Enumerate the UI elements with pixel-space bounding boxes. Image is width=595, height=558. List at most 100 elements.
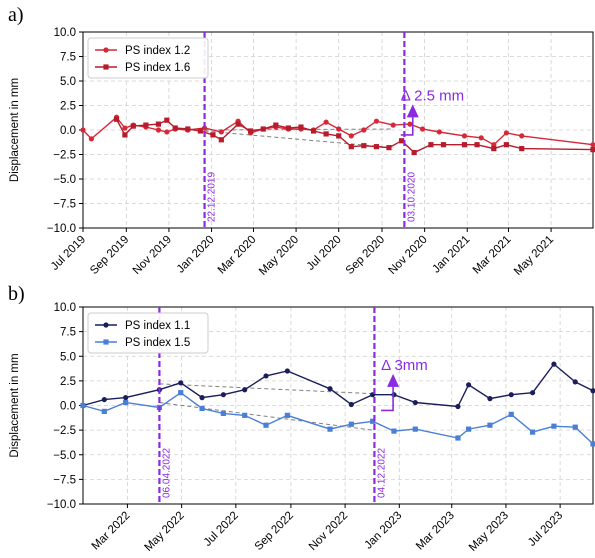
data-point <box>242 387 248 393</box>
data-point <box>361 143 367 149</box>
data-point <box>220 410 226 416</box>
data-point <box>285 125 291 131</box>
y-tick-label: 10.0 <box>54 27 76 39</box>
data-point <box>172 125 178 131</box>
data-point <box>201 125 208 131</box>
legend-marker <box>103 64 109 70</box>
data-point <box>323 131 329 137</box>
data-point <box>327 426 333 432</box>
data-point <box>474 142 480 148</box>
trend-line <box>159 402 373 431</box>
data-point <box>572 424 578 430</box>
x-tick-label: Jul 2023 <box>526 510 565 549</box>
y-tick-label: 5.0 <box>60 351 76 363</box>
legend-label: PS index 1.1 <box>125 320 190 332</box>
data-point <box>590 388 595 394</box>
legend-label: PS index 1.5 <box>125 337 190 349</box>
x-tick-label: Jan 2023 <box>362 510 404 552</box>
data-point <box>113 116 120 122</box>
data-point <box>260 126 266 132</box>
data-point <box>391 428 397 434</box>
data-point <box>155 121 162 127</box>
data-point <box>336 126 342 132</box>
data-point <box>130 123 136 129</box>
y-tick-label: −5.0 <box>53 174 76 186</box>
data-point <box>199 405 205 412</box>
y-tick-label: 0.0 <box>60 125 76 137</box>
data-point <box>323 119 329 125</box>
data-point <box>348 133 354 139</box>
data-point <box>178 390 184 396</box>
series-line-1 <box>82 116 594 146</box>
data-point <box>466 382 472 388</box>
delta-arrow-shaft <box>400 116 414 136</box>
delta-arrow-head <box>387 373 400 387</box>
data-point <box>373 118 380 124</box>
y-tick-label: −2.5 <box>53 425 76 437</box>
data-point <box>590 441 595 447</box>
delta-arrow-shaft <box>381 385 394 412</box>
data-point <box>348 144 354 150</box>
legend-label: PS index 1.2 <box>125 45 190 57</box>
data-point <box>248 128 254 134</box>
data-point <box>155 127 162 133</box>
data-point <box>487 396 493 402</box>
data-point <box>220 392 226 398</box>
data-point <box>123 395 129 401</box>
data-point <box>210 132 216 138</box>
event-date-label: 06.04.2022 <box>161 448 172 498</box>
event-date-label: 22.12.2019 <box>207 172 218 222</box>
y-tick-label: −5.0 <box>53 450 76 462</box>
data-point <box>529 429 536 435</box>
data-point <box>412 426 418 432</box>
data-point <box>436 129 442 135</box>
data-point <box>487 422 493 428</box>
x-tick-label: Jan 2020 <box>175 234 217 276</box>
event-date-label: 03.10.2020 <box>406 172 417 222</box>
legend-marker <box>103 47 109 53</box>
x-tick-label: Nov 2019 <box>131 234 174 277</box>
data-point <box>336 133 342 139</box>
y-tick-label: 2.5 <box>60 376 76 388</box>
data-point <box>164 117 170 123</box>
data-point <box>101 408 107 415</box>
x-tick-label: Jul 2022 <box>202 510 241 549</box>
data-point <box>590 147 595 153</box>
x-tick-label: Sep 2019 <box>88 234 131 277</box>
data-point <box>263 373 269 379</box>
x-tick-label: Mar 2021 <box>471 234 514 277</box>
data-point <box>218 129 224 135</box>
data-point <box>361 127 367 133</box>
data-point <box>122 125 128 131</box>
legend-label: PS index 1.6 <box>125 62 190 74</box>
data-point <box>242 412 248 418</box>
data-point <box>503 142 509 148</box>
data-point <box>398 138 405 144</box>
data-point <box>519 133 525 139</box>
y-tick-label: −10.0 <box>47 223 76 235</box>
y-axis-label: Displacement in mm <box>9 78 21 182</box>
data-point <box>551 423 557 429</box>
legend-marker <box>103 339 109 345</box>
data-point <box>178 380 184 386</box>
data-point <box>310 128 317 134</box>
data-point <box>466 426 472 432</box>
y-tick-label: −7.5 <box>53 199 76 211</box>
x-tick-label: Mar 2020 <box>216 234 259 277</box>
data-point <box>327 386 333 392</box>
y-tick-label: −2.5 <box>53 150 76 162</box>
data-point <box>491 142 497 148</box>
data-point <box>478 135 484 141</box>
data-point <box>101 396 107 403</box>
x-tick-label: May 2020 <box>257 234 301 278</box>
data-point <box>122 132 128 138</box>
data-point <box>428 142 434 148</box>
data-point <box>197 128 203 134</box>
data-point <box>80 402 86 409</box>
data-point <box>519 146 525 152</box>
data-point <box>390 122 396 128</box>
data-point <box>508 392 514 398</box>
data-point <box>412 399 418 406</box>
